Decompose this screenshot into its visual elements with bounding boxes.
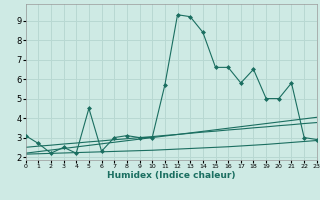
X-axis label: Humidex (Indice chaleur): Humidex (Indice chaleur) <box>107 171 236 180</box>
